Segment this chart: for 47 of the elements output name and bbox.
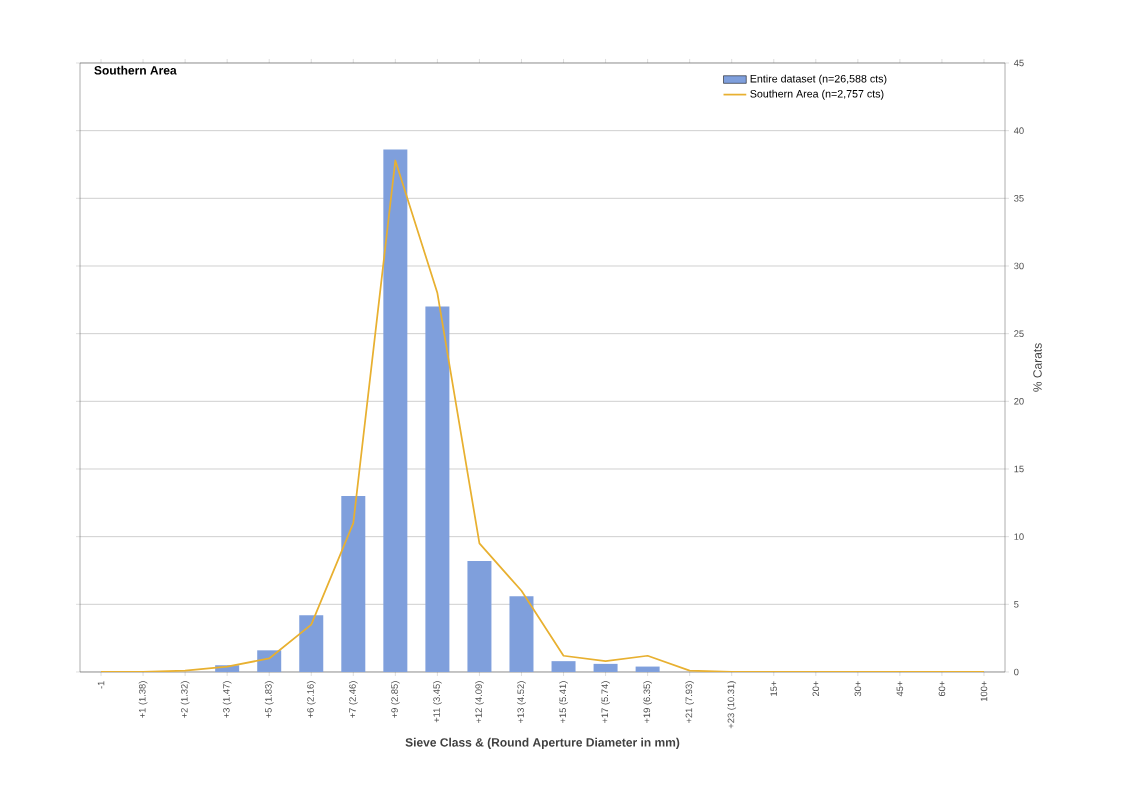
x-tick-label: +12 (4.09) <box>475 681 484 724</box>
bar <box>257 650 282 672</box>
x-tick-label: +11 (3.45) <box>433 681 442 723</box>
bar <box>467 561 492 672</box>
x-tick-label: +1 (1.38) <box>138 681 148 718</box>
legend-label: Entire dataset (n=26,588 cts) <box>750 74 887 85</box>
x-tick-label: +6 (2.16) <box>306 681 316 718</box>
x-tick-label: -1 <box>97 681 105 689</box>
x-axis-title: Sieve Class & (Round Aperture Diameter in mm) <box>405 737 680 750</box>
y-tick-label: 40 <box>1013 127 1024 134</box>
y-tick-label: 20 <box>1014 398 1024 405</box>
bar <box>425 306 450 672</box>
y-tick-label: 5 <box>1014 601 1019 608</box>
x-tick-label: +9 (2.85) <box>391 681 400 718</box>
bar <box>593 663 618 672</box>
x-tick-label: 100+ <box>980 681 988 702</box>
x-tick-label: +17 (5.74) <box>601 681 610 724</box>
y-tick-label: 10 <box>1014 533 1024 540</box>
y-axis-title: % Carats <box>1033 343 1042 392</box>
y-tick-label: 15 <box>1014 465 1024 473</box>
y-tick-label: 25 <box>1014 330 1024 337</box>
x-tick-label: 45+ <box>896 681 904 697</box>
y-tick-label: 35 <box>1014 195 1024 202</box>
y-tick-label: 45 <box>1013 59 1024 67</box>
x-tick-label: +5 (1.83) <box>264 681 274 718</box>
x-tick-label: 60+ <box>938 681 946 697</box>
x-tick-label: 20+ <box>812 681 820 697</box>
x-tick-label: +3 (1.47) <box>222 681 232 718</box>
x-tick-label: +19 (6.35) <box>643 681 652 724</box>
x-tick-label: +7 (2.46) <box>348 681 358 718</box>
x-tick-label: 30+ <box>854 681 862 697</box>
bar <box>299 615 324 672</box>
bar <box>551 661 576 672</box>
bar <box>509 596 534 672</box>
x-tick-label: +23 (10.31) <box>727 681 737 729</box>
y-tick-label: 0 <box>1014 668 1019 676</box>
x-tick-label: +21 (7.93) <box>685 681 694 724</box>
x-tick-label: +13 (4.52) <box>517 681 526 724</box>
bar <box>635 666 660 672</box>
x-tick-label: +15 (5.41) <box>559 681 568 724</box>
legend-label: Southern Area (n=2,757 cts) <box>750 89 884 100</box>
bar <box>383 149 408 672</box>
chart-title: Southern Area <box>94 65 177 75</box>
bar <box>341 496 366 672</box>
y-tick-label: 30 <box>1014 262 1024 270</box>
x-tick-label: 15+ <box>770 681 777 696</box>
x-tick-label: +2 (1.32) <box>180 681 190 718</box>
